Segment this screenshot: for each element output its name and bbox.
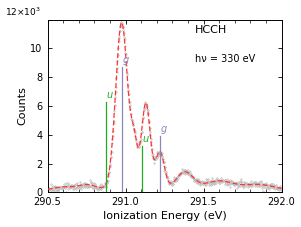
Text: g: g bbox=[161, 124, 167, 134]
Text: u: u bbox=[107, 90, 113, 100]
X-axis label: Ionization Energy (eV): Ionization Energy (eV) bbox=[103, 211, 226, 222]
Text: u: u bbox=[143, 134, 149, 144]
Y-axis label: Counts: Counts bbox=[18, 87, 28, 126]
Text: hν = 330 eV: hν = 330 eV bbox=[195, 54, 255, 64]
Text: HCCH: HCCH bbox=[195, 25, 227, 35]
Text: $12{\times}10^3$: $12{\times}10^3$ bbox=[5, 6, 42, 18]
Text: g: g bbox=[123, 55, 129, 65]
